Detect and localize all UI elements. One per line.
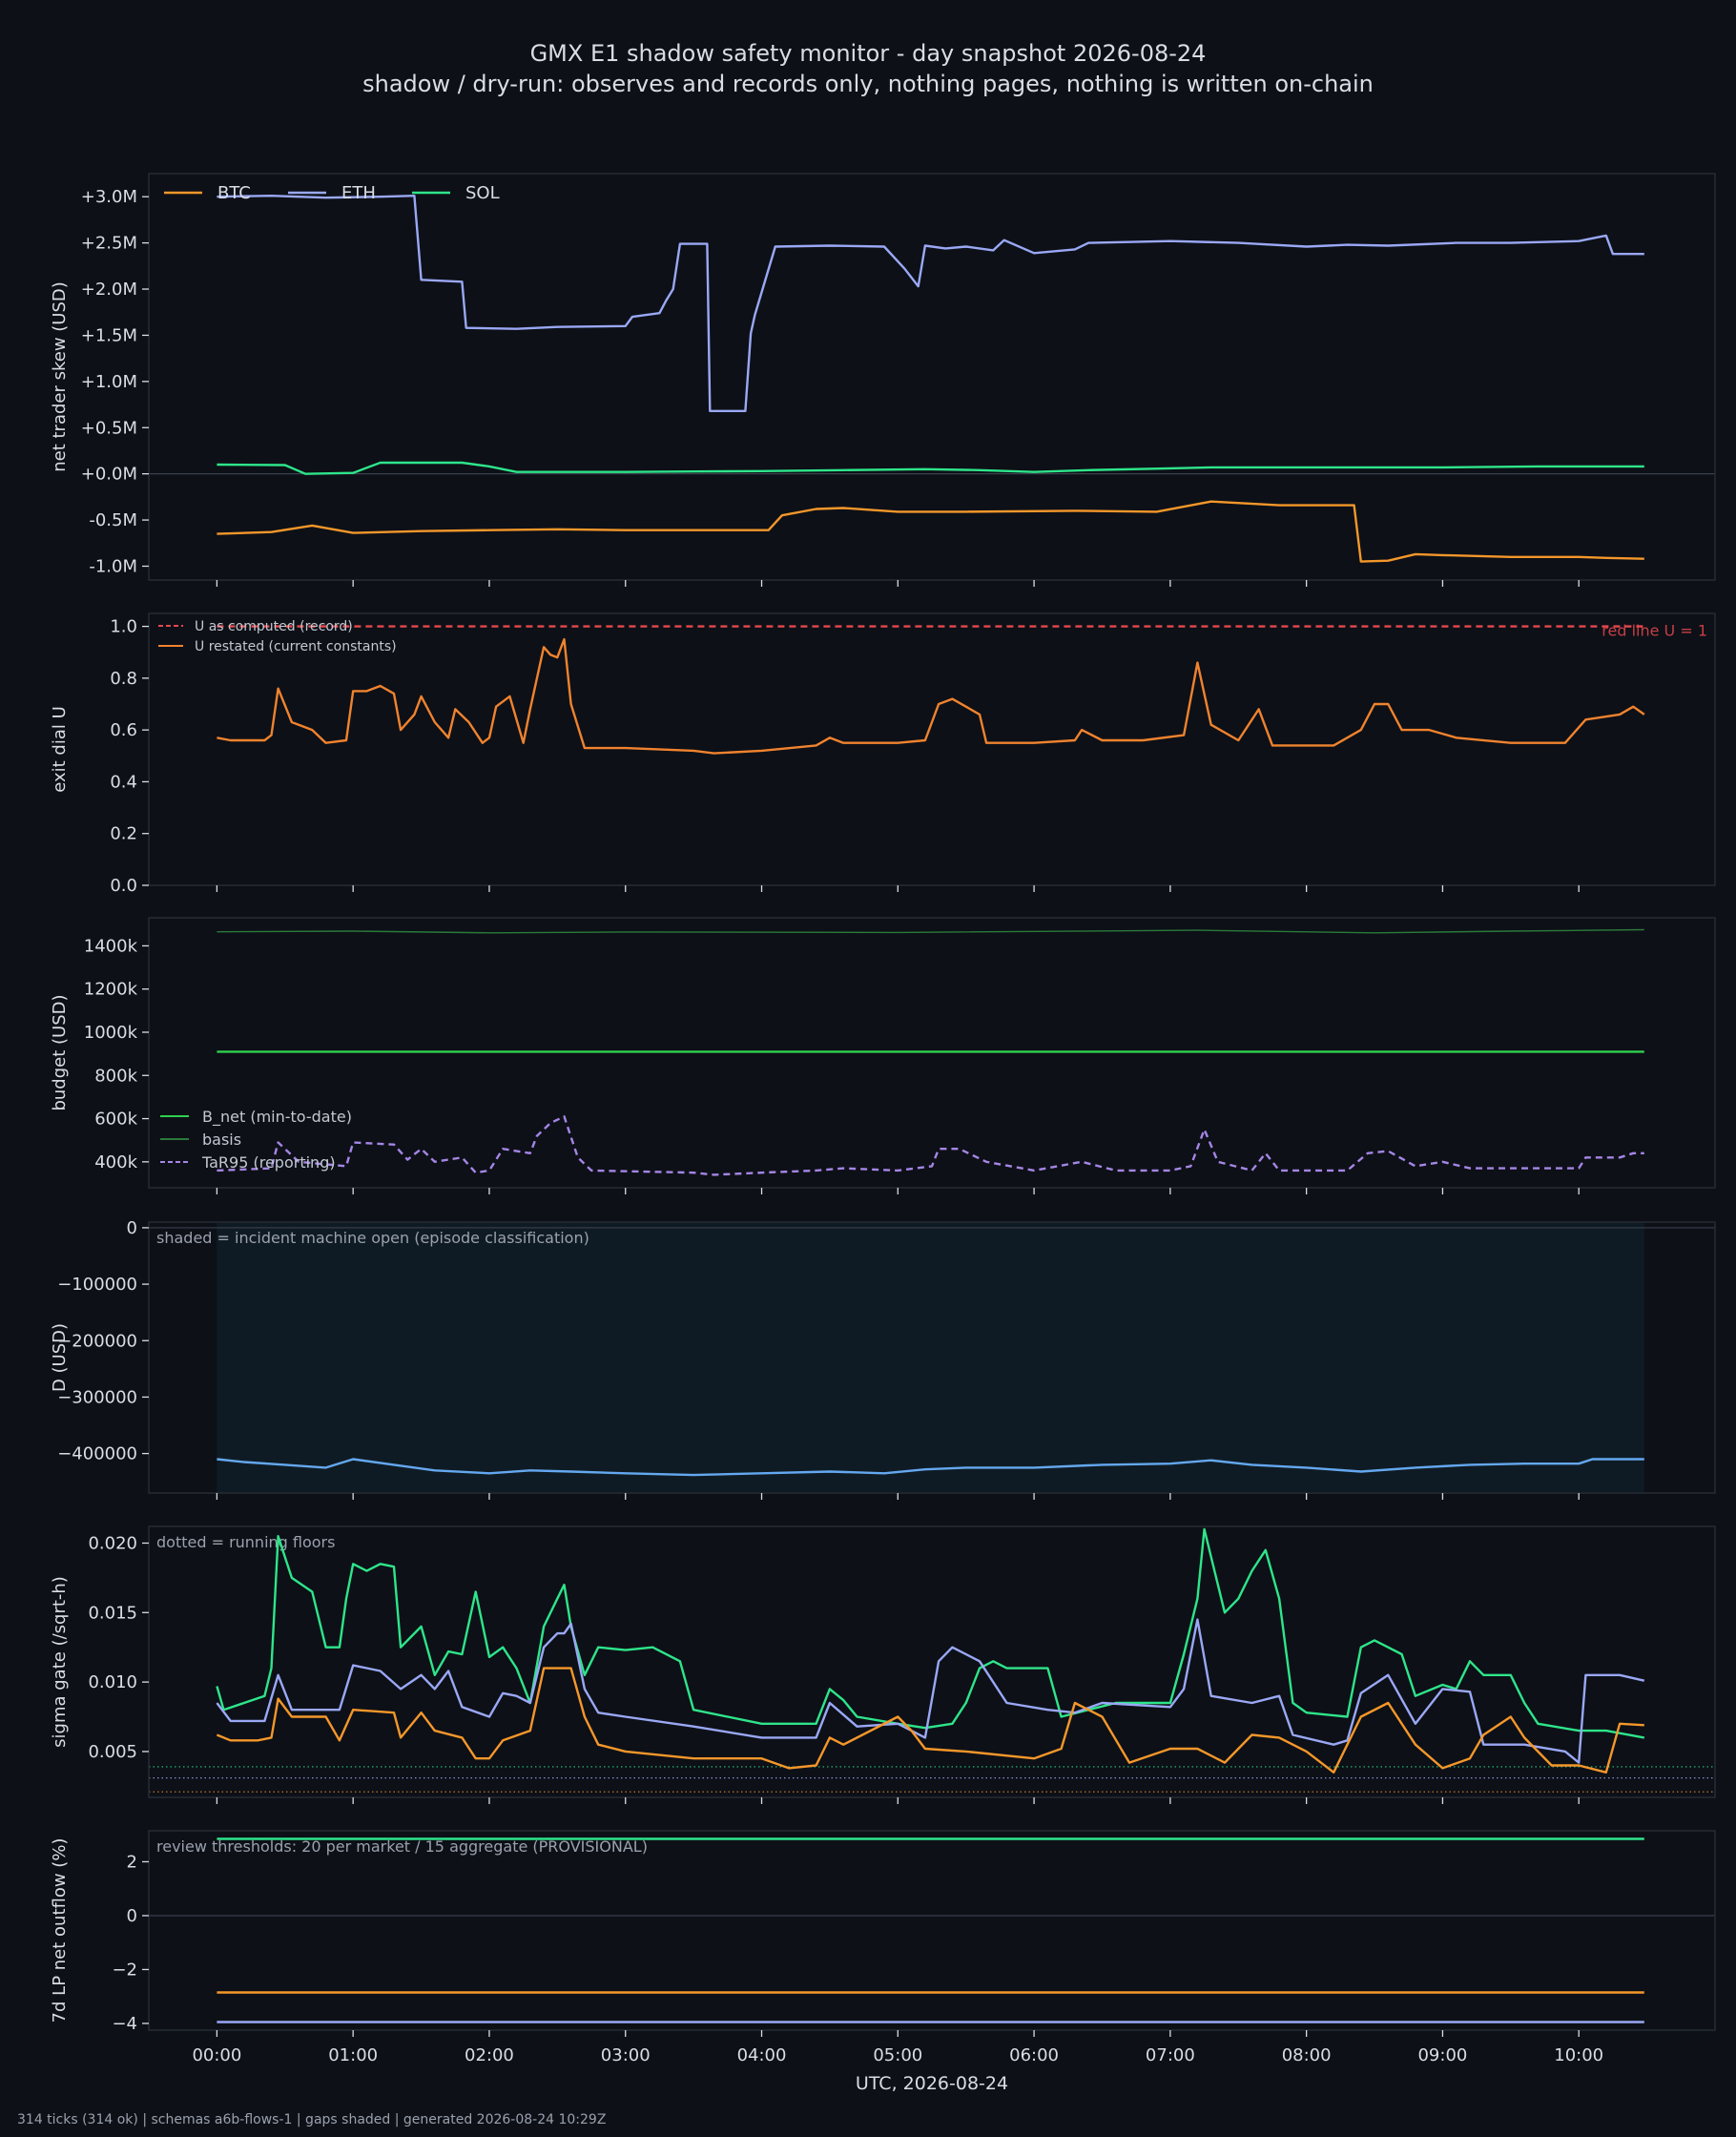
- y-tick-label: +2.5M: [81, 234, 137, 254]
- panel-annotation: review thresholds: 20 per market / 15 ag…: [156, 1837, 648, 1856]
- x-tick-label: 02:00: [465, 2045, 514, 2065]
- legend-label: TaR95 (reporting): [201, 1153, 336, 1172]
- y-axis-label: net trader skew (USD): [50, 281, 70, 472]
- y-tick-label: 0.0: [110, 876, 137, 896]
- footer-status: 314 ticks (314 ok) | schemas a6b-flows-1…: [17, 2112, 607, 2127]
- series-line-u: [217, 637, 1645, 755]
- y-axis-label: sigma gate (/sqrt-h): [50, 1576, 70, 1748]
- panel-frame: [148, 1221, 1716, 1494]
- panel-exit_dial: 0.0 0.2 0.4 0.6 0.8 1.0 exit dial U red line U …: [50, 612, 1716, 896]
- y-tick-label: -1.0M: [89, 556, 137, 576]
- panel-frame: [148, 173, 1716, 581]
- series-line-basis: [217, 928, 1644, 934]
- y-tick-label: 600k: [94, 1110, 137, 1130]
- y-axis-label: exit dial U: [50, 706, 70, 793]
- y-tick-label: 1200k: [84, 980, 138, 1000]
- y-tick-label: 0.015: [88, 1603, 137, 1623]
- series-line-btc: [216, 1667, 1644, 1774]
- chart-subtitle: shadow / dry-run: observes and records o…: [362, 71, 1374, 97]
- y-tick-label: 2: [127, 1852, 137, 1872]
- legend-label: basis: [202, 1131, 241, 1149]
- x-tick-label: 05:00: [873, 2045, 922, 2065]
- y-tick-label: 0.8: [110, 669, 137, 689]
- y-tick-label: 1.0: [110, 617, 137, 637]
- y-axis-label: 7d LP net outflow (%): [50, 1838, 70, 2023]
- x-tick-label: 06:00: [1009, 2045, 1059, 2065]
- y-tick-label: 800k: [94, 1066, 137, 1086]
- panel-skew: -1.0M -0.5M +0.0M +0.5M +1.0M +1.5M +2.0M +2.5M…: [50, 173, 1716, 587]
- x-tick-label: 01:00: [328, 2045, 378, 2065]
- series-line-tar95: [217, 1115, 1644, 1176]
- y-tick-label: 1000k: [84, 1023, 138, 1043]
- y-axis-label: D (USD): [50, 1323, 70, 1392]
- y-tick-label: -0.5M: [89, 510, 137, 530]
- chart-title: GMX E1 shadow safety monitor - day snaps…: [529, 40, 1207, 67]
- x-tick-label: 00:00: [192, 2045, 241, 2065]
- y-tick-label: −200000: [57, 1331, 137, 1351]
- x-tick-label: 08:00: [1282, 2045, 1332, 2065]
- y-tick-label: −4: [112, 2014, 137, 2034]
- y-tick-label: 0.020: [88, 1533, 137, 1553]
- series-line-eth: [217, 195, 1644, 412]
- x-tick-label: 07:00: [1146, 2045, 1195, 2065]
- series-line-eth: [216, 1618, 1645, 1764]
- panel-D: −400000 −300000 −200000 −100000 0 D (USD) shad…: [50, 1218, 1716, 1500]
- panel-lp_outflow: −4 −2 0 2 7d LP net outflow (%) review thresh…: [50, 1830, 1716, 2037]
- y-tick-label: 400k: [94, 1152, 137, 1172]
- x-tick-label: 04:00: [737, 2045, 787, 2065]
- panel-frame: [148, 917, 1716, 1189]
- y-tick-label: +1.0M: [81, 372, 137, 392]
- x-tick-label: 10:00: [1554, 2045, 1603, 2065]
- y-tick-label: +1.5M: [81, 325, 137, 345]
- y-tick-label: +3.0M: [81, 187, 137, 207]
- legend-label: SOL: [465, 183, 500, 203]
- y-tick-label: 0: [127, 1218, 137, 1238]
- legend-label: BTC: [217, 183, 251, 203]
- y-tick-label: 1400k: [84, 936, 138, 956]
- y-tick-label: 0: [127, 1906, 137, 1926]
- y-tick-label: 0.005: [88, 1742, 137, 1762]
- legend-label: B_net (min-to-date): [202, 1108, 352, 1127]
- y-tick-label: 0.6: [110, 720, 137, 740]
- y-tick-label: −400000: [57, 1444, 137, 1464]
- panel-annotation: dotted = running floors: [156, 1533, 335, 1551]
- series-line-sol: [216, 1527, 1645, 1739]
- red-line-label: red line U = 1: [1602, 622, 1707, 640]
- y-tick-label: −300000: [57, 1387, 137, 1407]
- y-tick-label: +0.5M: [81, 418, 137, 438]
- y-tick-label: +0.0M: [81, 465, 137, 485]
- legend-label: ETH: [341, 183, 376, 203]
- panel-annotation: shaded = incident machine open (episode …: [156, 1229, 589, 1247]
- panel-sigma_gate: 0.005 0.010 0.015 0.020 sigma gate (/sqrt-h)…: [50, 1525, 1716, 1804]
- y-tick-label: −2: [112, 1960, 137, 1980]
- series-line-d: [217, 1458, 1644, 1477]
- y-tick-label: −100000: [57, 1275, 137, 1295]
- y-tick-label: 0.010: [88, 1672, 137, 1692]
- panel-budget: 400k 600k 800k 1000k 1200k 1400k budget (USD) B…: [50, 917, 1716, 1194]
- series-line-sol: [217, 461, 1644, 475]
- panel-frame: [148, 1525, 1716, 1798]
- y-tick-label: +2.0M: [81, 280, 137, 300]
- x-tick-label: 09:00: [1417, 2045, 1467, 2065]
- series-line-btc: [217, 500, 1644, 563]
- panel-frame: [148, 612, 1716, 886]
- y-axis-label: budget (USD): [50, 994, 70, 1110]
- x-tick-label: 03:00: [601, 2045, 651, 2065]
- y-tick-label: 0.2: [110, 824, 137, 844]
- legend-label: U as computed (record): [195, 619, 353, 634]
- x-axis-label: UTC, 2026-08-24: [856, 2073, 1008, 2094]
- legend-label: U restated (current constants): [195, 639, 397, 654]
- panel-frame: [148, 1830, 1716, 2031]
- incident-shade: [217, 1222, 1644, 1493]
- y-tick-label: 0.4: [110, 772, 137, 792]
